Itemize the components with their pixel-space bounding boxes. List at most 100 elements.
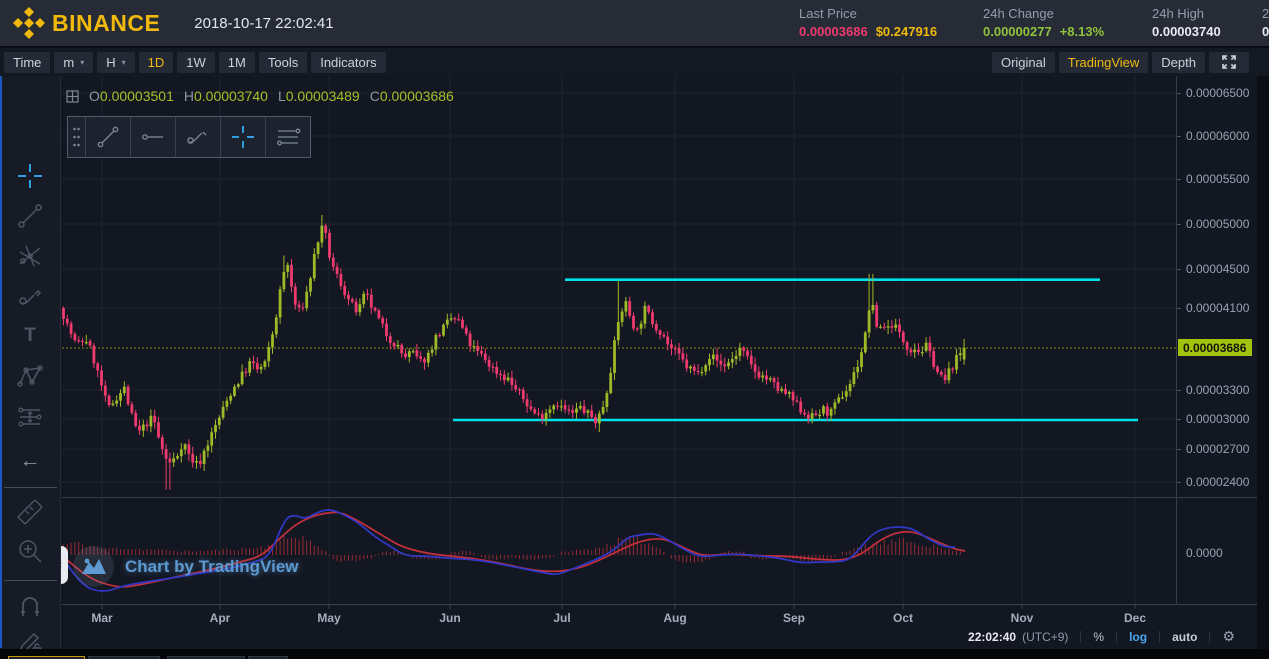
price-tick-dash: [1177, 224, 1181, 225]
percent-scale-button[interactable]: %: [1093, 629, 1105, 644]
chart-style-icon: [66, 89, 79, 103]
ohlc-low: L0.00003489: [277, 88, 360, 104]
toolbar-button-label: m: [63, 54, 75, 70]
view-button-tradingview[interactable]: TradingView: [1058, 51, 1149, 73]
price-tick-dash: [1177, 308, 1181, 309]
price-tick-dash: [1177, 449, 1181, 450]
gann-fibonacci-icon: [19, 245, 41, 267]
indicator-axis-label: 0.0000: [1186, 546, 1223, 560]
binance-logo[interactable]: BINANCE: [10, 4, 160, 42]
float-horizontal-line-button[interactable]: [130, 117, 175, 157]
price-tick-label: 0.00003300: [1186, 383, 1250, 397]
stat-value: $0.247916: [875, 24, 938, 39]
zoom-in-icon: [19, 540, 42, 563]
float-price-levels-button[interactable]: [265, 117, 310, 157]
tradingview-attribution[interactable]: Chart by TradingView: [73, 546, 299, 587]
log-scale-button[interactable]: log: [1129, 629, 1148, 644]
time-axis[interactable]: Mar Apr May Jun Jul Aug Sep Oct Nov Dec: [62, 604, 1257, 626]
float-crosshair-button[interactable]: [220, 117, 265, 157]
view-button-depth[interactable]: Depth: [1152, 51, 1205, 73]
view-button-original[interactable]: Original: [991, 51, 1055, 73]
toolbar-button-1w[interactable]: 1W: [177, 51, 215, 73]
arrow-back-icon: ←: [19, 449, 41, 472]
toolbar-button-label: H: [106, 54, 116, 70]
auto-scale-button[interactable]: auto: [1172, 629, 1198, 644]
divider: [1209, 630, 1211, 643]
clipped-tab[interactable]: [167, 656, 245, 659]
month-tick: [219, 605, 221, 609]
floating-drawing-toolbar: [67, 116, 311, 158]
tool-text-button[interactable]: T: [16, 322, 44, 350]
price-axis[interactable]: 0.00003686 0.0000 0.00006500 0.00006000 0.…: [1176, 76, 1257, 604]
forecast-icon: [18, 407, 42, 427]
horizontal-line-icon: [142, 134, 163, 140]
view-button-label: TradingView: [1067, 54, 1140, 70]
toolbar-button-h[interactable]: H ▾: [97, 51, 135, 73]
price-tick-dash: [1177, 269, 1181, 270]
header-stat-column: 24h High 0.00003740: [1152, 6, 1221, 39]
month-tick: [1134, 605, 1136, 609]
month-tick: [902, 605, 904, 609]
float-brush-button[interactable]: [175, 117, 220, 157]
header-stat-column: Last Price 0.00003686 $0.247916: [799, 6, 937, 39]
toolbar-button-1d[interactable]: 1D: [138, 51, 174, 73]
price-tick-dash: [1177, 390, 1181, 391]
clock-timezone: (UTC+9): [1022, 629, 1069, 644]
header-stat-column: 24h Change 0.00000277 +8.13%: [983, 6, 1104, 39]
ruler-icon: [17, 499, 43, 525]
float-trend-line-button[interactable]: [85, 117, 130, 157]
toolbar-button-label: 1W: [186, 54, 206, 70]
toolbar-button-m[interactable]: m ▾: [54, 51, 94, 73]
stat-label: 2: [1262, 6, 1269, 21]
tool-gann-fibonacci-button[interactable]: [16, 242, 44, 270]
toolbar-button-label: Indicators: [320, 54, 377, 70]
tool-xabcd-pattern-button[interactable]: [16, 362, 44, 390]
toolbar-button-label: Time: [13, 54, 42, 70]
price-tick-dash: [1177, 136, 1181, 137]
toolbar-button-1m[interactable]: 1M: [218, 51, 255, 73]
month-tick: [449, 605, 451, 609]
month-tick: [793, 605, 795, 609]
tradingview-logo-icon: [73, 546, 114, 587]
settings-gear-icon[interactable]: ⚙: [1222, 628, 1235, 644]
clock-time: 22:02:40: [968, 629, 1017, 644]
month-tick: [1021, 605, 1023, 609]
tool-trend-line-button[interactable]: [16, 202, 44, 230]
toolbar-button-tools[interactable]: Tools: [258, 51, 308, 73]
stat-values: 0.00000277 +8.13%: [983, 24, 1104, 39]
fullscreen-button[interactable]: [1209, 51, 1249, 73]
month-label: Aug: [663, 611, 687, 625]
clipped-tab[interactable]: [88, 656, 160, 659]
ohlc-open: O0.00003501: [89, 88, 174, 104]
toolbar-button-time[interactable]: Time: [4, 51, 51, 73]
tool-brush-button[interactable]: [16, 284, 44, 312]
stat-values: 0.00003740: [1152, 24, 1221, 39]
toolbar-left-group: Time m ▾ H ▾ 1D 1W 1M Tools Indicators: [4, 51, 390, 73]
clipped-tab-selected[interactable]: [8, 656, 85, 659]
stat-value: 0.00003740: [1152, 24, 1221, 39]
price-tick-dash: [1177, 482, 1181, 483]
tool-arrow-back-button[interactable]: ←: [16, 447, 44, 475]
price-tick-label: 0.00004100: [1186, 301, 1250, 315]
binance-logo-icon: [13, 7, 45, 39]
text-tool-icon: T: [24, 325, 36, 346]
toolbar-button-label: 1D: [147, 54, 165, 70]
clipped-tab[interactable]: [248, 656, 288, 659]
tool-forecast-button[interactable]: [16, 403, 44, 431]
toolbar-drag-handle[interactable]: [68, 117, 85, 157]
toolbar-button-label: Tools: [267, 54, 299, 70]
brush-icon: [19, 289, 42, 305]
chevron-down-icon: ▾: [121, 57, 126, 67]
tool-zoom-in-button[interactable]: [16, 537, 44, 565]
tool-crosshair-button[interactable]: [16, 162, 44, 190]
tool-magnet-button[interactable]: [16, 593, 44, 621]
toolbar-button-indicators[interactable]: Indicators: [311, 51, 386, 73]
drag-handle-icon: [73, 127, 80, 147]
month-label: Dec: [1123, 611, 1147, 625]
sidebar-divider: [4, 580, 57, 581]
ohlc-legend: O0.00003501 H0.00003740 L0.00003489 C0.0…: [66, 88, 454, 104]
tool-ruler-button[interactable]: [16, 498, 44, 526]
brush-icon: [187, 131, 207, 144]
fullscreen-icon: [1222, 55, 1236, 69]
